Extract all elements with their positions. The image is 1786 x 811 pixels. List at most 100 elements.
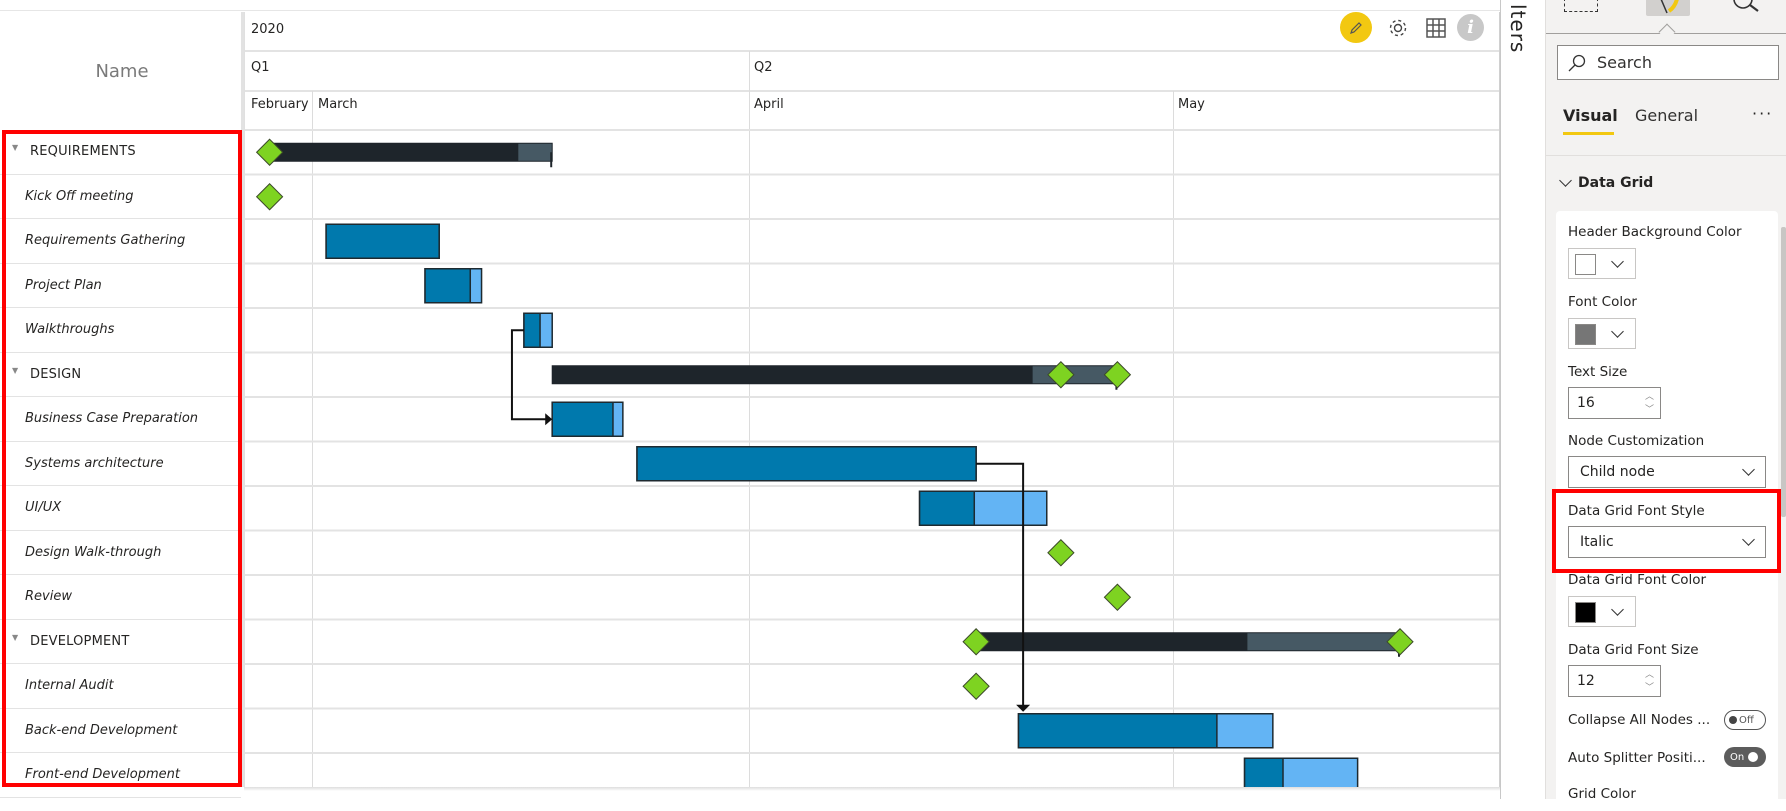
- task-row[interactable]: Walkthroughs: [0, 308, 241, 353]
- pane-divider: [1546, 155, 1786, 156]
- filters-pane-collapsed[interactable]: [1500, 0, 1545, 799]
- collapse-triangle-icon[interactable]: ▼: [12, 143, 19, 153]
- task-bar-progress[interactable]: [636, 446, 977, 482]
- task-row[interactable]: Business Case Preparation: [0, 397, 241, 442]
- filters-label[interactable]: lters: [1506, 4, 1530, 54]
- group-row[interactable]: ▼ REQUIREMENTS: [0, 130, 241, 175]
- task-row[interactable]: Design Walk-through: [0, 531, 241, 575]
- summary-bar-progress[interactable]: [269, 143, 519, 162]
- node-customization-label: Node Customization: [1568, 433, 1705, 449]
- task-bar-progress[interactable]: [523, 312, 541, 348]
- milestone-diamond[interactable]: [1103, 583, 1132, 611]
- tab-visual[interactable]: Visual: [1563, 106, 1618, 125]
- task-row[interactable]: Systems architecture: [0, 442, 241, 486]
- task-bar-progress[interactable]: [1017, 713, 1218, 749]
- task-row[interactable]: Review: [0, 575, 241, 620]
- milestone-diamond[interactable]: [255, 183, 284, 211]
- row-label: Internal Audit: [25, 678, 114, 694]
- task-bar-progress[interactable]: [325, 223, 440, 259]
- tab-general[interactable]: General: [1635, 106, 1699, 125]
- task-row[interactable]: Front-end Development: [0, 753, 241, 798]
- row-label: UI/UX: [25, 500, 62, 516]
- section-data-grid[interactable]: Data Grid: [1578, 175, 1654, 191]
- collapse-nodes-toggle[interactable]: Off: [1724, 710, 1766, 730]
- collapse-triangle-icon[interactable]: ▼: [12, 632, 19, 642]
- task-row[interactable]: Project Plan: [0, 264, 241, 308]
- collapse-triangle-icon[interactable]: ▼: [12, 365, 19, 375]
- spinner-down-icon[interactable]: ﹀: [1644, 683, 1654, 693]
- scrollbar-thumb[interactable]: [1781, 227, 1786, 517]
- grid-splitter[interactable]: [241, 12, 244, 787]
- grid-font-color-picker[interactable]: [1568, 596, 1636, 627]
- summary-bar-progress[interactable]: [552, 365, 1033, 384]
- toggle-state: On: [1730, 751, 1745, 763]
- grid-font-size-input[interactable]: 12 ︿ ﹀: [1568, 665, 1661, 697]
- chevron-down-icon: [1742, 463, 1755, 476]
- gantt-bars: [245, 138, 1499, 787]
- row-label: DESIGN: [30, 366, 82, 382]
- dependency-line: [976, 462, 1025, 706]
- format-visual-icon[interactable]: [1646, 0, 1690, 16]
- milestone-diamond[interactable]: [1386, 628, 1414, 656]
- group-row[interactable]: ▼ DESIGN: [0, 353, 241, 397]
- chevron-down-icon: [1742, 533, 1755, 546]
- milestone-diamond[interactable]: [1103, 361, 1132, 389]
- milestone-diamond[interactable]: [255, 138, 284, 166]
- build-visual-icon[interactable]: [1564, 0, 1598, 12]
- milestone-diamond[interactable]: [1047, 361, 1075, 389]
- header-bg-color-picker[interactable]: [1568, 248, 1636, 279]
- spinner-up-icon[interactable]: ︿: [1644, 670, 1654, 680]
- chevron-down-icon: [1611, 325, 1624, 338]
- text-size-value: 16: [1577, 395, 1595, 411]
- month-divider: [1173, 91, 1174, 787]
- task-bar-progress[interactable]: [1243, 757, 1284, 787]
- font-style-dropdown[interactable]: Italic: [1568, 526, 1766, 558]
- analytics-icon[interactable]: [1731, 0, 1761, 14]
- dropdown-value: Italic: [1580, 534, 1614, 550]
- row-label: Walkthroughs: [25, 322, 115, 338]
- auto-splitter-toggle[interactable]: On: [1724, 747, 1766, 767]
- dependency-arrow: [1016, 704, 1031, 712]
- text-size-input[interactable]: 16 ︿ ﹀: [1568, 387, 1661, 419]
- header-bg-color-label: Header Background Color: [1568, 224, 1742, 240]
- text-size-label: Text Size: [1568, 364, 1628, 380]
- node-customization-dropdown[interactable]: Child node: [1568, 456, 1766, 488]
- task-row[interactable]: UI/UX: [0, 486, 241, 531]
- spinner-down-icon[interactable]: ﹀: [1644, 405, 1654, 415]
- search-input[interactable]: Search: [1557, 45, 1779, 80]
- row-label: Systems architecture: [25, 455, 164, 471]
- task-bar-progress[interactable]: [918, 490, 976, 526]
- task-bar-progress[interactable]: [551, 401, 614, 437]
- row-label: Review: [25, 589, 72, 605]
- chevron-down-icon[interactable]: [1559, 174, 1572, 187]
- grid-icon[interactable]: [1423, 15, 1449, 41]
- task-row[interactable]: Kick Off meeting: [0, 175, 241, 219]
- font-color-picker[interactable]: [1568, 318, 1636, 349]
- row-label: Kick Off meeting: [25, 188, 134, 204]
- info-icon[interactable]: i: [1457, 14, 1484, 41]
- name-column-header[interactable]: Name: [95, 60, 149, 82]
- milestone-diamond[interactable]: [1047, 539, 1075, 567]
- gantt-chart: 2020 Q1 Q2 February March April May i: [244, 12, 1500, 787]
- task-bar-progress[interactable]: [424, 268, 472, 304]
- row-label: Front-end Development: [25, 767, 180, 783]
- more-options-button[interactable]: ···: [1752, 104, 1774, 123]
- edit-icon[interactable]: [1340, 12, 1372, 43]
- search-icon: [1568, 54, 1586, 72]
- chart-shadow: [244, 787, 1500, 791]
- collapse-nodes-label: Collapse All Nodes ...: [1568, 712, 1711, 728]
- settings-icon[interactable]: [1385, 15, 1411, 41]
- task-row[interactable]: Requirements Gathering: [0, 219, 241, 264]
- month-divider: [312, 91, 313, 787]
- summary-bar-progress[interactable]: [976, 632, 1248, 651]
- month-label-may: May: [1178, 97, 1205, 112]
- grid-font-size-label: Data Grid Font Size: [1568, 642, 1699, 658]
- spinner-up-icon[interactable]: ︿: [1644, 392, 1654, 402]
- milestone-diamond[interactable]: [962, 672, 990, 700]
- quarter-label-q1: Q1: [251, 60, 270, 75]
- task-row[interactable]: Internal Audit: [0, 664, 241, 709]
- task-row[interactable]: Back-end Development: [0, 709, 241, 753]
- milestone-diamond[interactable]: [962, 628, 990, 656]
- dependency-line: [510, 329, 547, 421]
- group-row[interactable]: ▼ DEVELOPMENT: [0, 620, 241, 664]
